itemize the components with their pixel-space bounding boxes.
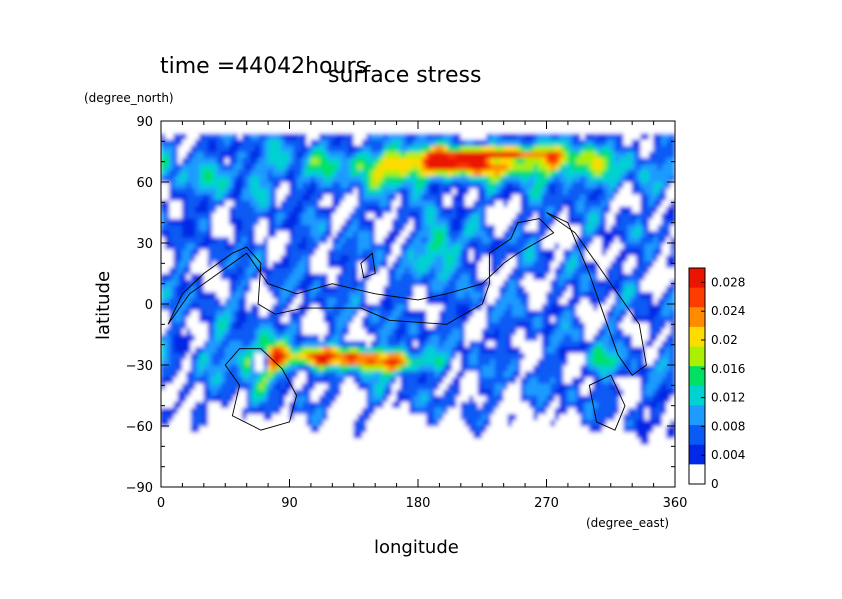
- colorbar-tick-label: 0.016: [711, 362, 745, 376]
- chart-title: surface stress: [328, 63, 481, 88]
- colorbar-tick-label: 0.024: [711, 304, 745, 318]
- colorbar-segment: [689, 347, 705, 367]
- x-axis-label: longitude: [374, 537, 459, 558]
- x-tick-label: 0: [157, 496, 165, 511]
- colorbar-tick-label: 0.028: [711, 275, 745, 289]
- colorbar-tick-label: 0: [711, 477, 719, 491]
- y-tick-label: −60: [126, 420, 153, 435]
- colorbar: 0 0.004 0.008 0.012 0.016 0.02 0.024 0.028: [689, 268, 745, 491]
- colorbar-segment: [689, 386, 705, 406]
- x-unit-label: (degree_east): [586, 516, 669, 530]
- y-tick-label: 90: [136, 115, 153, 130]
- colorbar-segment: [689, 405, 705, 425]
- y-unit-label: (degree_north): [84, 91, 174, 105]
- x-tick-label: 180: [406, 496, 431, 511]
- colorbar-segment: [689, 425, 705, 445]
- x-tick-label: 360: [663, 496, 688, 511]
- colorbar-tick-label: 0.02: [711, 333, 738, 347]
- y-axis-label: latitude: [93, 271, 114, 340]
- colorbar-segment: [689, 464, 705, 484]
- colorbar-tick-label: 0.012: [711, 391, 745, 405]
- colorbar-segment: [689, 268, 705, 288]
- heatmap: [161, 121, 676, 488]
- y-tick-label: 60: [136, 176, 153, 191]
- y-tick-label: −90: [126, 481, 153, 496]
- y-tick-label: 30: [136, 237, 153, 252]
- x-tick-label: 270: [534, 496, 559, 511]
- y-tick-label: 0: [145, 298, 153, 313]
- colorbar-tick-label: 0.008: [711, 419, 745, 433]
- colorbar-segment: [689, 288, 705, 308]
- colorbar-segment: [689, 327, 705, 347]
- colorbar-tick-label: 0.004: [711, 448, 745, 462]
- colorbar-segment: [689, 307, 705, 327]
- stress-field: [161, 121, 676, 488]
- y-tick-label: −30: [126, 359, 153, 374]
- x-tick-label: 90: [281, 496, 298, 511]
